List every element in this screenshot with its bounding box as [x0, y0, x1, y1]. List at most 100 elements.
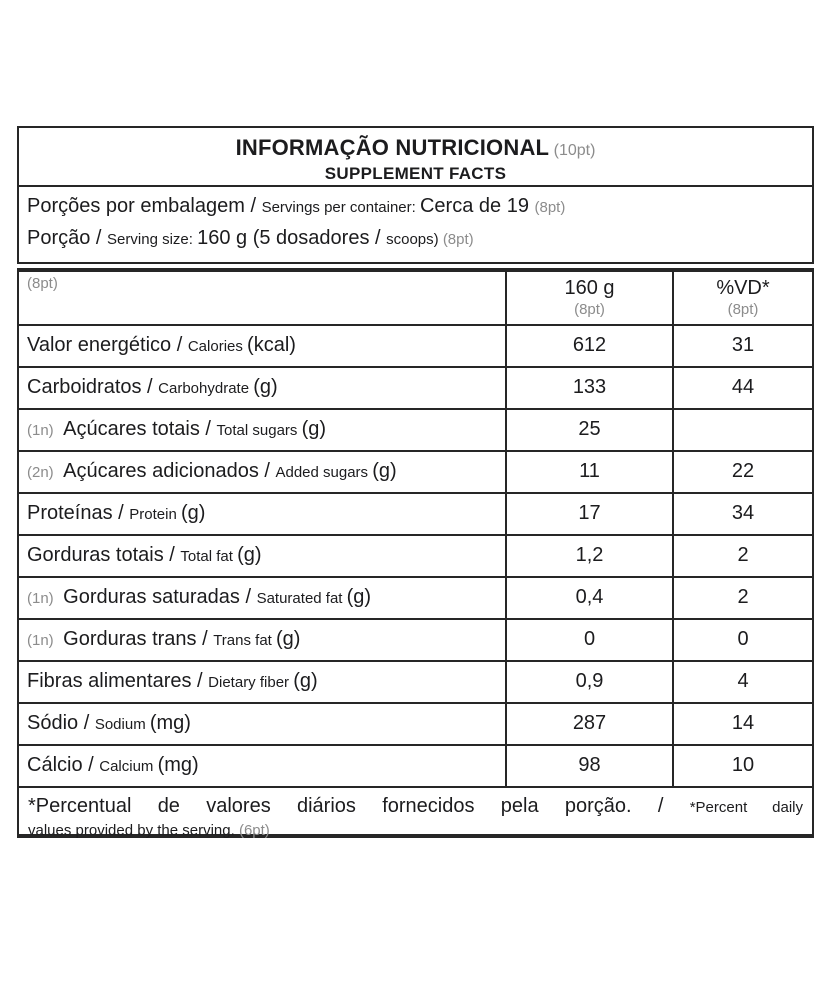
nutrient-note-prefix: (1n) [27, 632, 54, 649]
nutrient-dv-cell: 31 [672, 326, 812, 366]
nutrient-unit: (mg) [157, 754, 199, 776]
nutrient-dv-cell: 2 [672, 536, 812, 576]
nutrient-dv-cell: 2 [672, 578, 812, 618]
dv-size-note: (8pt) [727, 301, 759, 318]
nutrient-label-cell: (1n) Gorduras saturadas / Saturated fat … [19, 578, 505, 618]
nutrient-row: Fibras alimentares / Dietary fiber (g) 0… [19, 660, 812, 702]
amount-column-header: 160 g [564, 277, 615, 299]
nutrient-unit: (g) [253, 376, 278, 398]
nutrient-unit: (g) [180, 502, 206, 524]
nutrient-amount-cell: 0,4 [505, 578, 672, 618]
nutrient-row: Gorduras totais / Total fat (g) 1,2 2 [19, 534, 812, 576]
nutrient-unit: (g) [346, 586, 372, 608]
nutrition-table: (8pt) 160 g (8pt) %VD* (8pt) Valor energ… [17, 268, 814, 841]
serving-line-segment: Porções por embalagem / [27, 195, 262, 217]
serving-line-segment: (8pt) [534, 199, 566, 216]
nutrient-row: Cálcio / Calcium (mg) 98 10 [19, 744, 812, 786]
nutrient-dv-cell: 22 [672, 452, 812, 492]
nutrient-label-cell: (2n) Açúcares adicionados / Added sugars… [19, 452, 505, 492]
nutrient-label-cell: Proteínas / Protein (g) [19, 494, 505, 534]
nutrient-amount-cell: 133 [505, 368, 672, 408]
nutrient-name-portuguese: Valor energético / [27, 334, 188, 356]
serving-line-segment: Porção / [27, 227, 108, 249]
serving-line-segment: Servings per container: [261, 199, 420, 216]
nutrient-amount-cell: 287 [505, 704, 672, 744]
serving-line-segment: (8pt) [442, 231, 474, 248]
nutrient-row: Carboidratos / Carbohydrate (g) 133 44 [19, 366, 812, 408]
nutrient-name-english: Carbohydrate [158, 380, 254, 397]
nutrient-amount-cell: 98 [505, 746, 672, 786]
nutrient-amount-cell: 0,9 [505, 662, 672, 702]
nutrient-unit: (kcal) [247, 334, 296, 356]
serving-line-segment: Cerca de 19 [419, 195, 535, 217]
nutrient-name-english: Protein [129, 506, 181, 523]
title-portuguese: INFORMAÇÃO NUTRICIONAL [235, 135, 550, 160]
dv-column-header: %VD* [716, 277, 770, 299]
serving-line-segment: scoops) [386, 231, 443, 248]
nutrient-name-portuguese: Carboidratos / [27, 376, 159, 398]
header-dv-cell: %VD* (8pt) [672, 272, 812, 324]
nutrient-label-cell: Valor energético / Calories (kcal) [19, 326, 505, 366]
nutrient-name-portuguese: Açúcares adicionados / [63, 460, 276, 482]
nutrient-note-prefix: (1n) [27, 590, 54, 607]
nutrient-label-cell: Gorduras totais / Total fat (g) [19, 536, 505, 576]
nutrient-name-english: Added sugars [275, 464, 373, 481]
footnote-size-note: (6pt) [238, 822, 270, 839]
table-header-row: (8pt) 160 g (8pt) %VD* (8pt) [19, 272, 812, 324]
corner-size-note: (8pt) [27, 275, 58, 292]
nutrient-amount-cell: 11 [505, 452, 672, 492]
nutrient-note-prefix: (1n) [27, 422, 54, 439]
nutrient-row: Valor energético / Calories (kcal) 612 3… [19, 324, 812, 366]
title-pt-size-note: (10pt) [553, 142, 596, 159]
nutrient-name-portuguese: Cálcio / [27, 754, 100, 776]
footnote-line1: *Percentual de valores diários fornecido… [28, 793, 803, 821]
header-amount-cell: 160 g (8pt) [505, 272, 672, 324]
nutrient-amount-cell: 1,2 [505, 536, 672, 576]
title-section: INFORMAÇÃO NUTRICIONAL (10pt) SUPPLEMENT… [19, 128, 812, 187]
header-label-cell: (8pt) [19, 272, 505, 324]
nutrient-row: (2n) Açúcares adicionados / Added sugars… [19, 450, 812, 492]
nutrient-name-english: Calories [187, 338, 248, 355]
amount-size-note: (8pt) [574, 301, 605, 318]
nutrient-dv-cell: 44 [672, 368, 812, 408]
nutrient-unit: (g) [301, 418, 327, 440]
nutrient-dv-cell [672, 410, 812, 450]
nutrient-name-english: Dietary fiber [208, 674, 294, 691]
nutrient-row: (1n) Gorduras saturadas / Saturated fat … [19, 576, 812, 618]
nutrient-name-english: Total sugars [216, 422, 302, 439]
nutrient-label-cell: Sódio / Sodium (mg) [19, 704, 505, 744]
nutrient-name-portuguese: Fibras alimentares / [27, 670, 209, 692]
footnote-english-start: *Percent daily [689, 799, 803, 816]
label-header-box: INFORMAÇÃO NUTRICIONAL (10pt) SUPPLEMENT… [17, 126, 814, 264]
title-line: INFORMAÇÃO NUTRICIONAL (10pt) [19, 135, 812, 163]
nutrient-name-english: Sodium [94, 716, 150, 733]
nutrient-row: Sódio / Sodium (mg) 287 14 [19, 702, 812, 744]
nutrient-amount-cell: 25 [505, 410, 672, 450]
nutrient-name-english: Total fat [180, 548, 238, 565]
nutrient-note-prefix: (2n) [27, 464, 54, 481]
nutrient-dv-cell: 0 [672, 620, 812, 660]
footnote-english-end: values provided by the serving. [28, 822, 239, 839]
nutrient-label-cell: Cálcio / Calcium (mg) [19, 746, 505, 786]
footnote-line2: values provided by the serving. (6pt) [28, 821, 803, 841]
nutrient-amount-cell: 0 [505, 620, 672, 660]
title-english: SUPPLEMENT FACTS [324, 164, 507, 183]
nutrient-dv-cell: 14 [672, 704, 812, 744]
nutrient-unit: (g) [276, 628, 301, 650]
serving-line: Porções por embalagem / Servings per con… [27, 191, 804, 223]
nutrient-label-cell: Carboidratos / Carbohydrate (g) [19, 368, 505, 408]
nutrient-name-portuguese: Sódio / [27, 712, 95, 734]
nutrient-row: Proteínas / Protein (g) 17 34 [19, 492, 812, 534]
nutrient-label-cell: (1n) Gorduras trans / Trans fat (g) [19, 620, 505, 660]
nutrient-unit: (g) [372, 460, 397, 482]
nutrient-unit: (g) [293, 670, 318, 692]
footnote-row: *Percentual de valores diários fornecido… [19, 786, 812, 841]
serving-line: Porção / Serving size: 160 g (5 dosadore… [27, 223, 804, 255]
nutrient-name-portuguese: Gorduras saturadas / [63, 586, 257, 608]
nutrient-label-cell: Fibras alimentares / Dietary fiber (g) [19, 662, 505, 702]
nutrient-amount-cell: 612 [505, 326, 672, 366]
nutrient-name-english: Saturated fat [256, 590, 347, 607]
nutrient-name-portuguese: Gorduras trans / [63, 628, 214, 650]
nutrient-unit: (mg) [149, 712, 191, 734]
nutrient-name-english: Calcium [99, 758, 158, 775]
